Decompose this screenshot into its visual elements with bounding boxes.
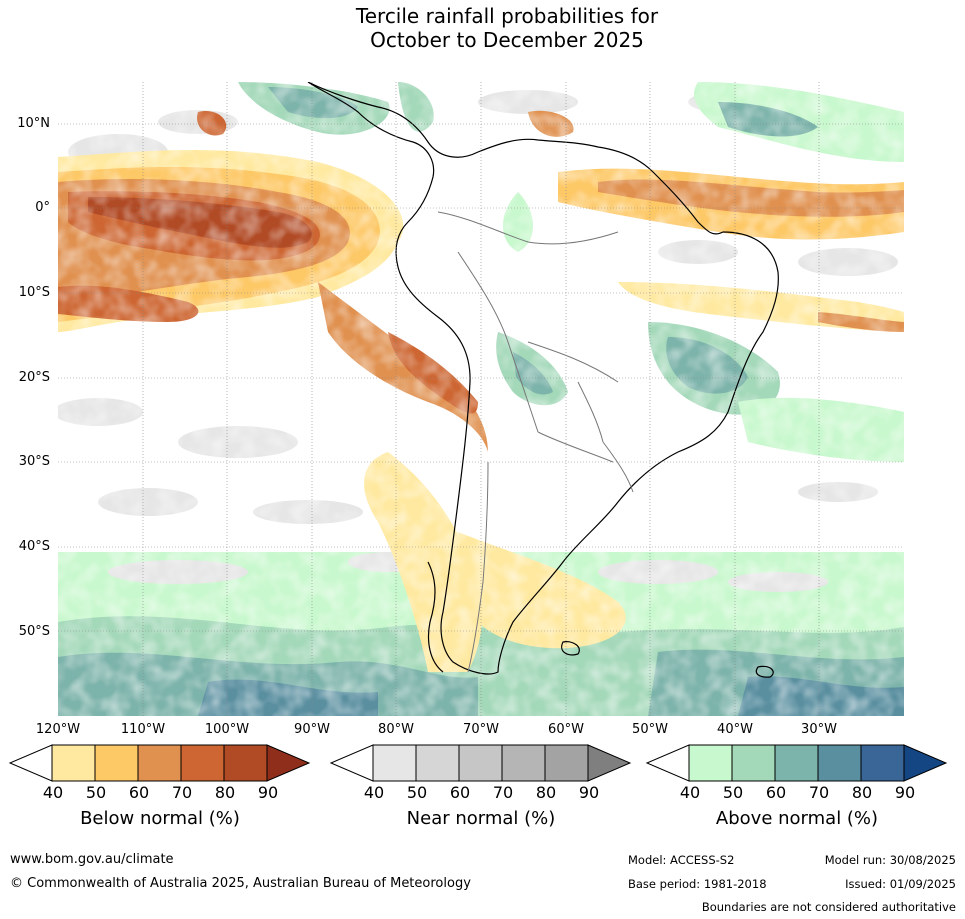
legend-title-near-normal: Near normal (%) — [406, 808, 556, 829]
below-colorbar-under — [8, 744, 53, 782]
above-tick-80: 80 — [851, 783, 873, 802]
website-link[interactable]: www.bom.gov.au/climate — [10, 852, 174, 867]
lat-label-30s: 30°S — [18, 454, 50, 469]
near-tick-80: 80 — [535, 783, 557, 802]
above-colorbar-seg-2 — [731, 744, 776, 782]
lon-label-50w: 50°W — [632, 722, 668, 737]
lat-label-0: 0° — [35, 200, 50, 215]
below-colorbar-seg-5 — [223, 744, 268, 782]
lat-label-20s: 20°S — [18, 370, 50, 385]
above-colorbar-seg-3 — [774, 744, 819, 782]
near-colorbar-seg-2 — [415, 744, 460, 782]
above-colorbar-seg-5 — [860, 744, 905, 782]
legend-title-below-normal: Below normal (%) — [80, 808, 240, 829]
above-tick-70: 70 — [808, 783, 830, 802]
lat-label-10s: 10°S — [18, 285, 50, 300]
lon-label-60w: 60°W — [548, 722, 584, 737]
map-canvas — [58, 82, 904, 716]
near-colorbar-seg-3 — [458, 744, 503, 782]
below-tick-40: 40 — [42, 783, 64, 802]
lon-label-100w: 100°W — [204, 722, 250, 737]
lon-label-70w: 70°W — [463, 722, 499, 737]
near-tick-90: 90 — [578, 783, 600, 802]
copyright-text: © Commonwealth of Australia 2025, Austra… — [10, 876, 471, 891]
colorbar-above-normal — [645, 744, 948, 782]
legend-near-normal — [329, 744, 632, 782]
lon-label-80w: 80°W — [378, 722, 414, 737]
above-colorbar-under — [645, 744, 690, 782]
colorbar-near-normal — [329, 744, 632, 782]
near-colorbar-seg-1 — [372, 744, 417, 782]
base-period-text: Base period: 1981-2018 — [628, 877, 767, 891]
country-borders — [437, 211, 634, 673]
near-tick-70: 70 — [492, 783, 514, 802]
lat-label-40s: 40°S — [18, 539, 50, 554]
below-tick-70: 70 — [171, 783, 193, 802]
below-tick-50: 50 — [85, 783, 107, 802]
colorbar-below-normal — [8, 744, 311, 782]
legend-below-normal — [8, 744, 311, 782]
near-colorbar-over — [587, 744, 632, 782]
above-colorbar-seg-4 — [817, 744, 862, 782]
lon-label-110w: 110°W — [120, 722, 166, 737]
near-colorbar-seg-4 — [501, 744, 546, 782]
lon-label-40w: 40°W — [717, 722, 753, 737]
below-colorbar-over — [266, 744, 311, 782]
below-tick-90: 90 — [257, 783, 279, 802]
above-colorbar-over — [903, 744, 948, 782]
lon-label-30w: 30°W — [801, 722, 837, 737]
issued-text: Issued: 01/09/2025 — [845, 877, 956, 891]
near-tick-60: 60 — [449, 783, 471, 802]
near-tick-40: 40 — [363, 783, 385, 802]
below-colorbar-seg-3 — [137, 744, 182, 782]
coastlines — [307, 82, 779, 678]
title-line-2: October to December 2025 — [370, 28, 644, 52]
above-tick-50: 50 — [722, 783, 744, 802]
legend-title-above-normal: Above normal (%) — [715, 808, 879, 829]
lat-label-10n: 10°N — [17, 116, 50, 131]
rainfall-map — [58, 82, 904, 716]
below-tick-60: 60 — [128, 783, 150, 802]
map-title: Tercile rainfall probabilities for Octob… — [0, 4, 965, 52]
boundaries-note: Boundaries are not considered authoritat… — [701, 900, 956, 914]
lat-label-50s: 50°S — [18, 624, 50, 639]
above-tick-90: 90 — [894, 783, 916, 802]
noise-texture — [58, 82, 904, 716]
below-colorbar-seg-2 — [94, 744, 139, 782]
legend-above-normal — [645, 744, 948, 782]
near-colorbar-under — [329, 744, 374, 782]
lon-label-90w: 90°W — [294, 722, 330, 737]
above-colorbar-seg-1 — [688, 744, 733, 782]
near-tick-50: 50 — [406, 783, 428, 802]
model-run-text: Model run: 30/08/2025 — [824, 853, 956, 867]
title-line-1: Tercile rainfall probabilities for — [355, 4, 659, 28]
below-colorbar-seg-1 — [51, 744, 96, 782]
below-colorbar-seg-4 — [180, 744, 225, 782]
above-tick-40: 40 — [679, 783, 701, 802]
graticule — [58, 82, 904, 716]
above-tick-60: 60 — [765, 783, 787, 802]
lon-label-120w: 120°W — [35, 722, 81, 737]
below-tick-80: 80 — [214, 783, 236, 802]
near-colorbar-seg-5 — [544, 744, 589, 782]
model-text: Model: ACCESS-S2 — [628, 853, 735, 867]
